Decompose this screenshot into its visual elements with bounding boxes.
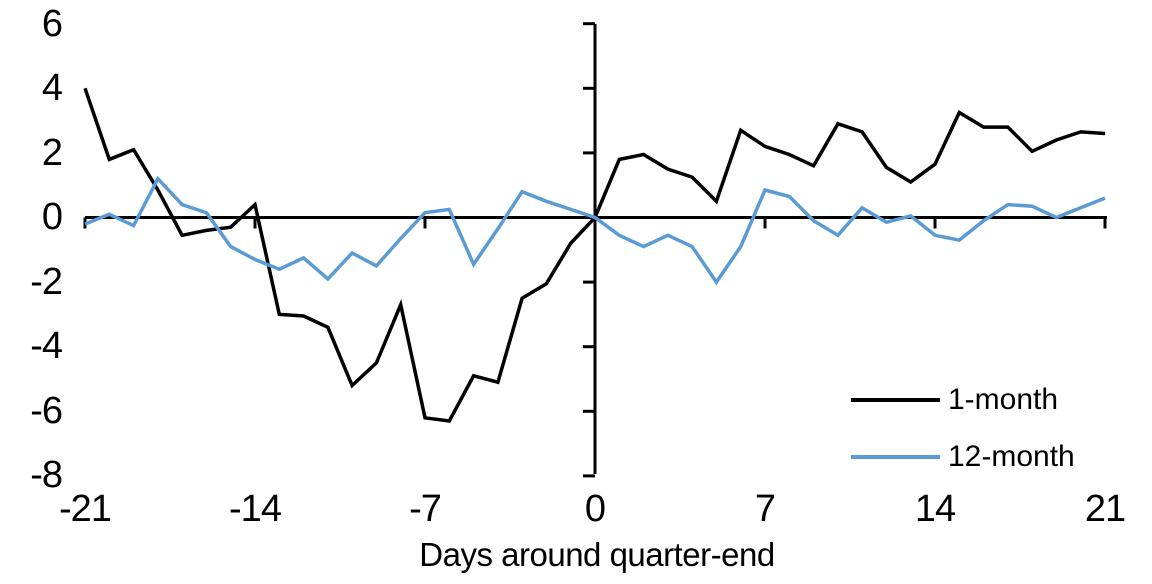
legend-label-12-month: 12-month <box>948 440 1075 473</box>
series-line-12-month <box>84 175 1106 286</box>
legend-label-1-month: 1-month <box>948 383 1059 416</box>
x-tick-label: -7 <box>409 488 442 530</box>
x-tick-label: 7 <box>754 488 776 530</box>
x-tick-label: -21 <box>59 488 112 530</box>
legend-line-1-month <box>851 398 940 402</box>
legend-line-12-month <box>851 455 940 459</box>
x-axis-title: Days around quarter-end <box>419 536 775 573</box>
y-tick-label: -6 <box>30 390 63 432</box>
x-tick-label: 14 <box>914 488 956 530</box>
x-tick-label: -14 <box>229 488 282 530</box>
y-tick-label: -2 <box>30 261 63 303</box>
y-tick-label: 2 <box>41 132 63 174</box>
x-tick-label: 21 <box>1084 488 1126 530</box>
y-tick-label: -8 <box>30 454 63 496</box>
y-tick-label: 4 <box>41 67 63 109</box>
y-tick-label: 6 <box>41 3 63 45</box>
y-tick-label: -4 <box>30 325 63 367</box>
y-tick-label: 0 <box>41 196 63 238</box>
x-tick-label: 0 <box>584 488 606 530</box>
